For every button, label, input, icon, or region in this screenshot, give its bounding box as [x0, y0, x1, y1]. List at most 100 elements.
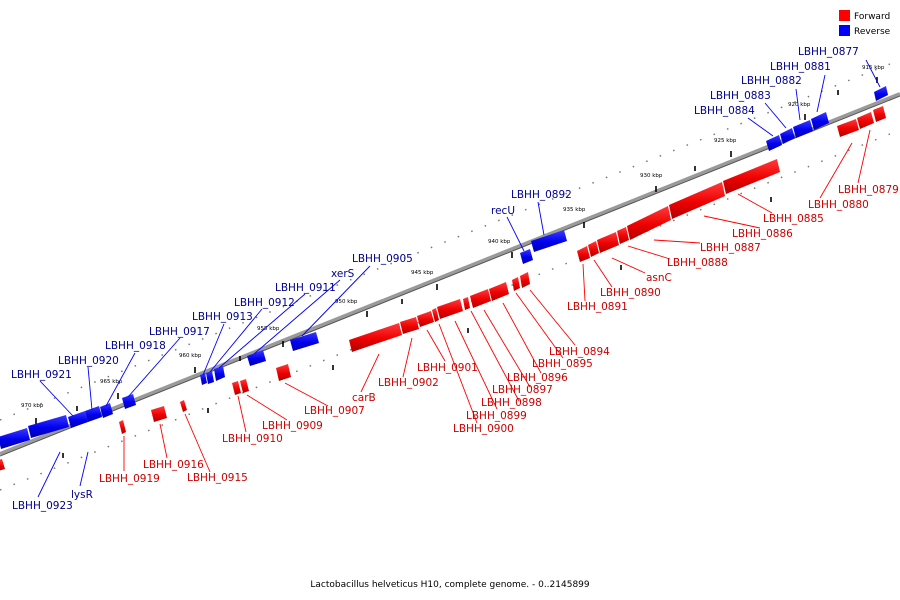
- gene-LBHH_0905[interactable]: [290, 332, 319, 351]
- gene-label-LBHH_0923[interactable]: LBHH_0923: [12, 500, 73, 512]
- leader-line: [218, 293, 306, 369]
- gene-label-LBHH_0882[interactable]: LBHH_0882: [741, 75, 802, 87]
- gene-label-LBHH_0888[interactable]: LBHH_0888: [667, 257, 728, 269]
- gene-recU[interactable]: [520, 249, 533, 264]
- gene-LBHH_0892[interactable]: [531, 230, 567, 252]
- leader-line: [582, 263, 586, 302]
- gene-label-LBHH_0883[interactable]: LBHH_0883: [710, 90, 771, 102]
- gene-LBHH_0898[interactable]: [463, 297, 470, 310]
- gene-LBHH_0890[interactable]: [588, 241, 599, 257]
- leader-line: [795, 88, 801, 121]
- gene-LBHH_0886[interactable]: [669, 182, 725, 219]
- gene-label-asnC[interactable]: asnC: [646, 272, 672, 284]
- leader-line: [159, 423, 168, 459]
- gene-LBHH_0895[interactable]: [512, 277, 520, 291]
- gene-label-LBHH_0881[interactable]: LBHH_0881: [770, 61, 831, 73]
- gene-LBHH_0918[interactable]: [122, 394, 136, 409]
- gene-label-LBHH_0899[interactable]: LBHH_0899: [466, 410, 527, 422]
- gene-label-LBHH_0900[interactable]: LBHH_0900: [453, 423, 514, 435]
- gene-label-LBHH_0891[interactable]: LBHH_0891: [567, 301, 628, 313]
- gene-LBHH_0921[interactable]: [68, 411, 88, 428]
- gene-label-LBHH_0887[interactable]: LBHH_0887: [700, 242, 761, 254]
- gene-label-LBHH_0890[interactable]: LBHH_0890: [600, 287, 661, 299]
- gene-label-LBHH_0902[interactable]: LBHH_0902: [378, 377, 439, 389]
- gene-LBHH_0897[interactable]: [470, 289, 491, 308]
- gene-label-LBHH_0898[interactable]: LBHH_0898: [481, 397, 542, 409]
- gene-label-LBHH_0910[interactable]: LBHH_0910: [222, 433, 283, 445]
- gene-label-LBHH_0897[interactable]: LBHH_0897: [492, 384, 553, 396]
- gene-label-recU[interactable]: recU: [491, 205, 515, 217]
- gene-label-lysR[interactable]: lysR: [71, 489, 93, 501]
- gene-label-LBHH_0912[interactable]: LBHH_0912: [234, 297, 295, 309]
- gene-label-LBHH_0895[interactable]: LBHH_0895: [532, 358, 593, 370]
- gene-LBHH_0912[interactable]: [214, 366, 225, 381]
- gene-LBHH_0883[interactable]: [780, 128, 795, 144]
- gene-LBHH_0913[interactable]: [206, 371, 214, 384]
- gene-label-LBHH_0916[interactable]: LBHH_0916: [143, 459, 204, 471]
- gene-LBHH_0882[interactable]: [793, 120, 813, 138]
- gene-label-LBHH_0913[interactable]: LBHH_0913: [192, 311, 253, 323]
- gene-asnC[interactable]: [597, 232, 619, 253]
- gene-LBHH_0915[interactable]: [180, 400, 187, 412]
- gene-LBHH_0917[interactable]: [200, 373, 207, 385]
- gene-LBHH_0894[interactable]: [520, 272, 530, 288]
- gene-label-LBHH_0901[interactable]: LBHH_0901: [417, 362, 478, 374]
- gene-LBHH_0887[interactable]: [627, 206, 671, 240]
- gene-label-LBHH_0917[interactable]: LBHH_0917: [149, 326, 210, 338]
- gene-label-LBHH_0909[interactable]: LBHH_0909: [262, 420, 323, 432]
- gene-LBHH_0899[interactable]: [437, 299, 463, 319]
- gene-label-LBHH_0880[interactable]: LBHH_0880: [808, 199, 869, 211]
- gene-edge-forward[interactable]: [0, 459, 5, 471]
- gene-LBHH_0923[interactable]: [28, 415, 69, 438]
- gene-label-LBHH_0877[interactable]: LBHH_0877: [798, 46, 859, 58]
- gene-LBHH_0901[interactable]: [417, 311, 434, 327]
- leader-line: [857, 129, 871, 184]
- gene-label-LBHH_0894[interactable]: LBHH_0894: [549, 346, 610, 358]
- reverse-labels: LBHH_0877 LBHH_0881 LBHH_0882 LBHH_0883 …: [11, 46, 859, 512]
- gene-label-carB[interactable]: carB: [352, 392, 376, 404]
- gene-LBHH_0880[interactable]: [857, 112, 874, 129]
- gene-LBHH_0916[interactable]: [151, 406, 167, 422]
- gene-LBHH_0880b[interactable]: [837, 119, 859, 137]
- gene-LBHH_0885[interactable]: [723, 159, 780, 194]
- gene-LBHH_0909[interactable]: [240, 379, 249, 393]
- tick-marks: [35, 77, 878, 458]
- gene-label-LBHH_0896[interactable]: LBHH_0896: [507, 372, 568, 384]
- gene-LBHH_0888[interactable]: [617, 227, 629, 244]
- gene-LBHH_0879[interactable]: [873, 106, 886, 122]
- leader-line: [202, 323, 225, 376]
- gene-label-LBHH_0918[interactable]: LBHH_0918: [105, 340, 166, 352]
- gene-lysR[interactable]: [0, 428, 30, 449]
- gene-label-LBHH_0879[interactable]: LBHH_0879: [838, 184, 899, 196]
- leader-line: [105, 352, 136, 407]
- gene-label-LBHH_0907[interactable]: LBHH_0907: [304, 405, 365, 417]
- gene-label-LBHH_0911[interactable]: LBHH_0911: [275, 282, 336, 294]
- gene-label-LBHH_0921[interactable]: LBHH_0921: [11, 369, 72, 381]
- gene-LBHH_0891[interactable]: [577, 246, 590, 262]
- gene-label-LBHH_0905[interactable]: LBHH_0905: [352, 253, 413, 265]
- gene-LBHH_0902[interactable]: [400, 317, 419, 334]
- gene-LBHH_0910[interactable]: [232, 381, 241, 395]
- gene-label-LBHH_0886[interactable]: LBHH_0886: [732, 228, 793, 240]
- gene-label-LBHH_0885[interactable]: LBHH_0885: [763, 213, 824, 225]
- gene-label-xerS[interactable]: xerS: [331, 268, 355, 280]
- gene-LBHH_0907[interactable]: [276, 364, 291, 381]
- gene-LBHH_0877[interactable]: [874, 86, 888, 101]
- gene-label-LBHH_0919[interactable]: LBHH_0919: [99, 473, 160, 485]
- gene-LBHH_0920[interactable]: [100, 403, 113, 418]
- gene-carB[interactable]: [349, 323, 402, 352]
- legend-label-forward: Forward: [854, 12, 890, 22]
- gene-label-LBHH_0892[interactable]: LBHH_0892: [511, 189, 572, 201]
- gene-label-LBHH_0884[interactable]: LBHH_0884: [694, 105, 755, 117]
- gene-LBHH_0896[interactable]: [489, 282, 509, 301]
- gene-label-LBHH_0915[interactable]: LBHH_0915: [187, 472, 248, 484]
- gene-LBHH_0900[interactable]: [432, 308, 439, 322]
- gene-label-LBHH_0920[interactable]: LBHH_0920: [58, 355, 119, 367]
- gene-LBHH_0921b[interactable]: [85, 406, 102, 422]
- gene-LBHH_0919[interactable]: [119, 420, 126, 434]
- gene-LBHH_0911[interactable]: [247, 350, 266, 366]
- leader-line: [402, 337, 413, 378]
- gene-LBHH_0881[interactable]: [811, 112, 829, 130]
- gene-LBHH_0884[interactable]: [766, 135, 782, 151]
